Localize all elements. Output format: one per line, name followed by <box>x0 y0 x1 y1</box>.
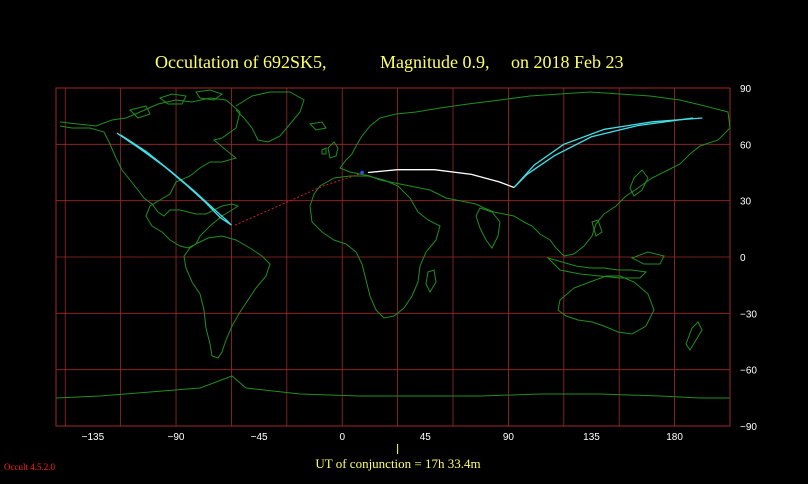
coast-iceland <box>308 121 327 131</box>
path-center-line <box>368 169 515 189</box>
y-tick-label: 0 <box>740 253 746 264</box>
coast-british-isles <box>321 141 339 159</box>
x-tick-label: −90 <box>168 432 185 443</box>
coast-indonesia <box>546 219 665 279</box>
title-magnitude: Magnitude 0.9, <box>380 52 490 72</box>
y-tick-label: −30 <box>740 309 757 320</box>
y-tick-label: −60 <box>740 366 757 377</box>
coast-antarctica <box>55 375 730 399</box>
y-tick-label: 30 <box>740 197 752 208</box>
x-tick-label: −45 <box>251 432 268 443</box>
path-limit-east-inner <box>513 117 703 188</box>
coastlines <box>55 89 731 399</box>
coast-madagascar <box>425 269 437 294</box>
x-tick-label: 90 <box>503 432 515 443</box>
path-limit-east-outer <box>513 117 694 188</box>
x-tick-label: 45 <box>420 432 432 443</box>
x-tick-label: 180 <box>666 432 683 443</box>
coast-greenland <box>235 91 305 143</box>
coast-south-america <box>183 235 271 359</box>
version-label: Occult 4.5.2.0 <box>4 462 55 472</box>
center-line-start-marker <box>360 170 364 175</box>
longitude-ticks: −135 −90 −45 0 45 90 135 180 <box>82 432 684 443</box>
title-date: on 2018 Feb 23 <box>511 52 624 72</box>
coast-arctic-islands <box>129 89 224 119</box>
path-limit-west <box>116 132 232 226</box>
y-tick-label: −90 <box>740 422 757 433</box>
latitude-ticks: 90 60 30 0 −30 −60 −90 <box>740 84 757 433</box>
map-plot-area <box>55 87 731 427</box>
x-tick-label: 135 <box>583 432 600 443</box>
x-tick-label: −135 <box>82 432 105 443</box>
x-tick-label: 0 <box>339 432 345 443</box>
coast-japan <box>629 169 649 197</box>
coast-north-america <box>59 97 241 249</box>
y-tick-label: 60 <box>740 140 752 151</box>
coast-new-zealand <box>685 321 703 351</box>
occultation-paths <box>116 117 703 226</box>
coast-eurasia <box>339 91 731 257</box>
y-tick-label: 90 <box>740 84 752 95</box>
title-object: Occultation of 692SK5, <box>155 52 326 72</box>
coast-australia <box>557 275 655 335</box>
conjunction-label: UT of conjunction = 17h 33.4m <box>315 456 480 471</box>
coast-india <box>475 207 501 249</box>
coast-africa <box>309 175 441 319</box>
